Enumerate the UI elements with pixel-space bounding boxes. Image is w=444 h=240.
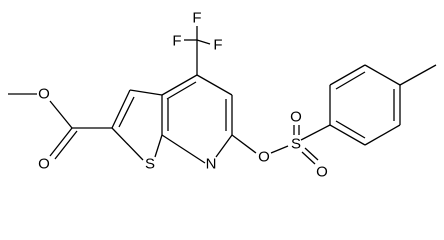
atom-label: O — [290, 109, 302, 126]
atom-label: F — [192, 10, 201, 27]
atom-labels: F F F O O S N O S O O — [38, 10, 328, 181]
atom-label: N — [206, 156, 217, 173]
atom-label: S — [145, 156, 155, 173]
atom-label: O — [258, 149, 270, 166]
atom-label: F — [213, 37, 222, 54]
bonds — [8, 26, 437, 165]
atom-label: O — [316, 164, 328, 181]
atom-label: O — [38, 156, 50, 173]
molecule-diagram: F F F O O S N O S O O — [8, 10, 437, 181]
atom-label: O — [38, 86, 50, 103]
atom-label: S — [291, 136, 301, 153]
atom-label: F — [172, 33, 181, 50]
